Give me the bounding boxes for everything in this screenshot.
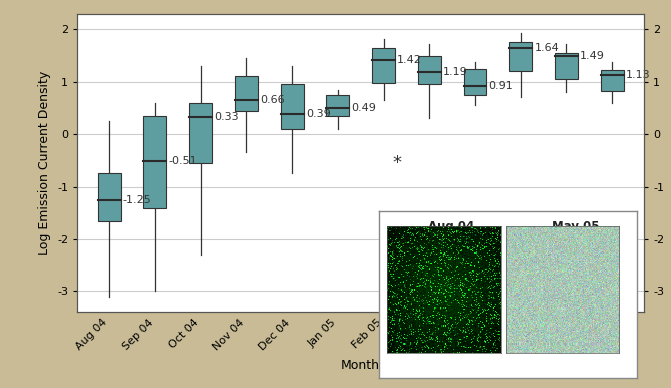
- Bar: [98, 173, 121, 221]
- X-axis label: Month: Month: [341, 359, 380, 372]
- Bar: [280, 84, 303, 129]
- Bar: [144, 116, 166, 208]
- Text: 0.33: 0.33: [214, 112, 239, 122]
- Text: -1.25: -1.25: [123, 195, 152, 204]
- Text: 0.49: 0.49: [352, 104, 376, 113]
- Text: 1.19: 1.19: [443, 67, 468, 77]
- Text: 1.42: 1.42: [397, 55, 422, 65]
- Bar: [418, 55, 441, 84]
- Text: 0.39: 0.39: [306, 109, 331, 119]
- Text: 0.91: 0.91: [488, 81, 513, 92]
- Text: 1.64: 1.64: [534, 43, 559, 53]
- Bar: [189, 103, 212, 163]
- Bar: [555, 53, 578, 79]
- Text: 1.49: 1.49: [580, 51, 605, 61]
- Text: Aug 04: Aug 04: [428, 220, 474, 233]
- Text: -0.51: -0.51: [168, 156, 197, 166]
- Bar: [326, 95, 349, 116]
- Y-axis label: Log Emission Current Density: Log Emission Current Density: [38, 71, 52, 255]
- Bar: [235, 76, 258, 111]
- Text: May 05: May 05: [552, 220, 599, 233]
- Bar: [464, 69, 486, 95]
- Bar: [372, 48, 395, 83]
- Text: 0.66: 0.66: [260, 95, 285, 104]
- Text: *: *: [393, 154, 402, 172]
- Bar: [601, 70, 623, 91]
- Text: 1.13: 1.13: [626, 70, 650, 80]
- Bar: [509, 42, 532, 71]
